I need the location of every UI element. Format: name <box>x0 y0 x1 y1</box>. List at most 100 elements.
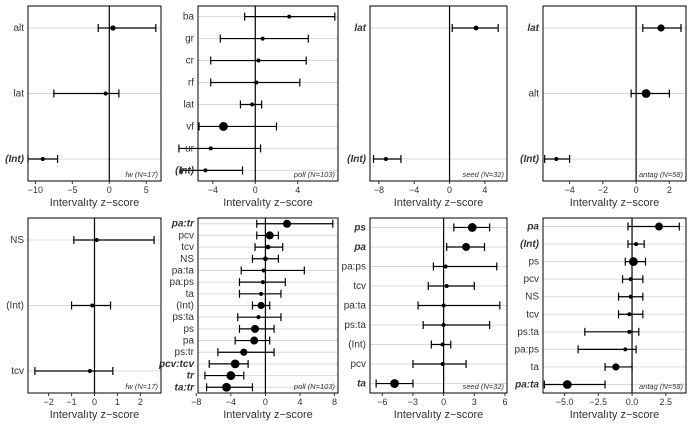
panel-7-category-label: tcv <box>353 281 366 292</box>
panel-6-estimate-point <box>259 291 264 296</box>
panel-3-x-axis-title: Intervalıty z−score <box>394 197 484 209</box>
panel-8-category-label: ps <box>528 257 539 268</box>
panel-3-frame <box>369 5 508 182</box>
panel-6-estimate-point <box>256 315 261 320</box>
panel-8-category-label: pa:ta <box>514 379 539 390</box>
panel-2-x-axis-title: Intervalıty z−score <box>223 197 313 209</box>
panel-6-category-label: (Int) <box>176 301 194 312</box>
panel-1-estimate-point <box>103 91 108 96</box>
panel-8-category-label: (Int) <box>520 239 540 250</box>
panel-6-category-label: pa:ps <box>170 277 194 288</box>
panel-5-x-tick-label: 1 <box>115 397 120 407</box>
panel-1-estimate-point <box>110 25 116 31</box>
panel-5-category-label: (Int) <box>6 301 24 312</box>
panel-2-category-label: rf <box>188 78 194 89</box>
panel-6-category-label: pcv:tcv <box>158 359 195 370</box>
panel-7-estimate-point <box>440 362 445 367</box>
panel-3-x-tick-label: −4 <box>409 185 419 195</box>
panel-2-x-tick-label: 4 <box>295 185 300 195</box>
panel-3-annotation: seed (N=32) <box>463 170 505 179</box>
panel-8-estimate-point <box>628 257 638 267</box>
panel-3-estimate-point <box>383 157 388 161</box>
panel-3-estimate-point <box>473 25 479 31</box>
panel-2-x-tick-label: −4 <box>208 185 218 195</box>
panel-6-category-label: NS <box>180 254 194 265</box>
panel-8-category-label: ta <box>531 362 540 373</box>
panel-4-frame <box>542 5 687 182</box>
panel-5-x-tick-label: −1 <box>66 397 76 407</box>
panel-7-frame <box>369 217 508 394</box>
panel-6-category-label: ta:tr <box>175 382 196 393</box>
panel-1-estimate-point <box>40 157 45 161</box>
panel-8-frame <box>542 217 687 394</box>
panel-6-x-tick-label: 8 <box>332 397 337 407</box>
panel-3-x-tick-label: 4 <box>482 185 487 195</box>
panel-8-category-label: pa:ps <box>515 344 539 355</box>
panel-4-x-tick-label: 2 <box>667 185 672 195</box>
panel-5-x-axis-title: Intervalıty z−score <box>50 409 140 421</box>
panel-5-x-tick-label: 0 <box>92 397 97 407</box>
panel-2-annotation: poll (N=103) <box>293 170 336 179</box>
panel-4-estimate-point <box>657 24 665 32</box>
panel-6-estimate-point <box>257 301 265 310</box>
panel-4-x-tick-label: 0 <box>634 185 639 195</box>
panel-1-x-tick-label: −10 <box>28 185 43 195</box>
panel-7-x-tick-label: 6 <box>502 397 507 407</box>
panel-2-category-label: lat <box>183 99 194 110</box>
panel-2-estimate-point <box>260 36 265 41</box>
panel-2-estimate-point <box>203 168 208 173</box>
panel-7-estimate-point <box>462 242 471 251</box>
panel-2-estimate-point <box>287 14 292 19</box>
panel-1-category-label: (Int) <box>5 154 25 165</box>
panel-4-x-tick-label: −4 <box>564 185 574 195</box>
panel-5-category-label: tcv <box>11 366 24 377</box>
panel-8-estimate-point <box>623 347 628 352</box>
panel-4-estimate-point <box>554 157 559 161</box>
panel-1-frame <box>27 5 162 182</box>
panel-6-annotation: poll (N=103) <box>293 382 336 391</box>
panel-2-category-label: (Int) <box>175 165 195 176</box>
panel-8-x-tick-label: −5.0 <box>556 397 574 407</box>
panel-6-x-axis-title: Intervalıty z−score <box>223 409 313 421</box>
panel-6-x-tick-label: −4 <box>226 397 236 407</box>
panel-2-estimate-point <box>208 146 213 151</box>
panel-6-category-label: pcv <box>178 230 194 241</box>
panel-8-x-axis-title: Intervalıty z−score <box>570 409 660 421</box>
panel-6-category-label: pa:ta <box>172 265 195 276</box>
panel-7-category-label: pa:ps <box>342 261 366 272</box>
panel-2-estimate-point <box>256 58 261 63</box>
panel-7-category-label: ps:ta <box>344 320 366 331</box>
panel-7-category-label: ps <box>353 222 366 233</box>
panel-3-x-tick-label: 0 <box>447 185 452 195</box>
panel-2-estimate-point <box>250 102 255 107</box>
panel-7-estimate-point <box>443 264 448 269</box>
panel-7-x-tick-label: −6 <box>377 397 387 407</box>
panel-6-estimate-point <box>265 231 274 240</box>
panel-4-estimate-point <box>641 89 651 98</box>
panel-7-x-tick-label: 3 <box>472 397 477 407</box>
panel-1-x-axis-title: Intervalıty z−score <box>50 197 140 209</box>
panel-6-estimate-point <box>251 324 260 333</box>
panel-7-category-label: (Int) <box>348 340 366 351</box>
panel-8-estimate-point <box>627 312 632 317</box>
panel-2-frame <box>197 5 339 182</box>
panel-8-estimate-point <box>562 380 572 389</box>
panel-4-annotation: antag (N=58) <box>639 170 683 179</box>
panel-4-category-label: (Int) <box>520 154 540 165</box>
panel-6-x-tick-label: −8 <box>191 397 201 407</box>
panel-6-estimate-point <box>250 336 259 345</box>
panel-6-category-label: ps:tr <box>175 347 195 358</box>
panel-7-category-label: ta <box>357 379 366 390</box>
panel-8-annotation: antag (N=58) <box>639 382 683 391</box>
panel-3-category-label: lat <box>354 23 366 34</box>
panel-7-estimate-point <box>390 379 399 388</box>
panel-2-category-label: ba <box>183 12 195 23</box>
panel-8-estimate-point <box>628 294 633 299</box>
panel-7-estimate-point <box>440 342 445 347</box>
panel-2-category-label: gr <box>185 34 195 45</box>
panel-8-estimate-point <box>612 363 620 371</box>
panel-6-x-tick-label: 0 <box>263 397 268 407</box>
panel-3-x-tick-label: −8 <box>374 185 384 195</box>
panel-7-category-label: pcv <box>350 359 366 370</box>
panel-6-estimate-point <box>283 219 292 228</box>
